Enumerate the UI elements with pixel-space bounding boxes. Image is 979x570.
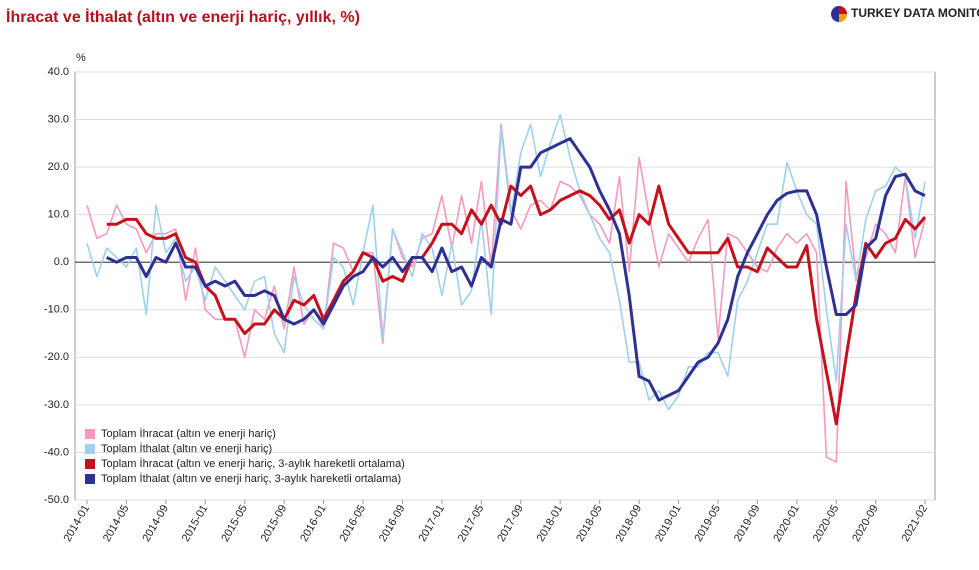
y-axis-label: % <box>76 52 86 64</box>
x-tick-label: 2014-05 <box>101 503 132 544</box>
x-tick-label: 2017-09 <box>495 503 526 544</box>
x-tick-label: 2014-09 <box>140 503 171 544</box>
x-tick-label: 2020-05 <box>811 503 842 544</box>
x-tick-label: 2014-01 <box>62 503 93 544</box>
y-tick-label: 30.0 <box>48 113 69 125</box>
logo-icon-slice <box>839 14 847 22</box>
x-tick-label: 2016-09 <box>377 503 408 544</box>
x-tick-label: 2015-01 <box>180 503 211 544</box>
x-tick-label: 2019-05 <box>692 503 723 544</box>
y-tick-label: -40.0 <box>44 446 69 458</box>
y-tick-label: -30.0 <box>44 399 69 411</box>
x-tick-label: 2019-01 <box>653 503 684 544</box>
brand-logo: TURKEY DATA MONITOR <box>831 6 979 22</box>
y-tick-label: -50.0 <box>44 494 69 506</box>
x-tick-label: 2017-05 <box>456 503 487 544</box>
y-tick-label: 0.0 <box>54 256 69 268</box>
chart-title: İhracat ve İthalat (altın ve enerji hari… <box>6 8 360 26</box>
y-tick-label: 10.0 <box>48 209 69 221</box>
x-tick-label: 2015-09 <box>259 503 290 544</box>
logo-icon-slice <box>839 6 847 14</box>
y-tick-label: 20.0 <box>48 161 69 173</box>
legend-label: Toplam İthalat (altın ve enerji hariç, 3… <box>101 472 401 485</box>
series-line <box>106 137 926 402</box>
legend-label: Toplam İhracat (altın ve enerji hariç, 3… <box>101 457 405 470</box>
y-tick-label: -20.0 <box>44 351 69 363</box>
x-tick-label: 2016-01 <box>298 503 329 544</box>
x-tick-label: 2019-09 <box>732 503 763 544</box>
x-tick-label: 2018-09 <box>614 503 645 544</box>
x-tick-label: 2020-09 <box>850 503 881 544</box>
legend-swatch <box>85 474 95 484</box>
legend-label: Toplam İthalat (altın ve enerji hariç) <box>101 442 272 455</box>
y-tick-label: 40.0 <box>48 66 69 78</box>
plot-area <box>74 71 936 501</box>
x-tick-label: 2015-05 <box>219 503 250 544</box>
legend-label: Toplam İhracat (altın ve enerji hariç) <box>101 427 276 440</box>
legend-swatch <box>85 459 95 469</box>
x-tick-label: 2020-01 <box>771 503 802 544</box>
brand-name: TURKEY DATA MONITOR <box>851 6 979 20</box>
x-tick-label: 2018-01 <box>535 503 566 544</box>
legend-swatch <box>85 429 95 439</box>
x-tick-label: 2016-05 <box>338 503 369 544</box>
x-tick-label: 2018-05 <box>574 503 605 544</box>
y-tick-label: -10.0 <box>44 304 69 316</box>
x-tick-label: 2021-02 <box>900 503 931 544</box>
x-tick-label: 2017-01 <box>416 503 447 544</box>
legend-swatch <box>85 444 95 454</box>
